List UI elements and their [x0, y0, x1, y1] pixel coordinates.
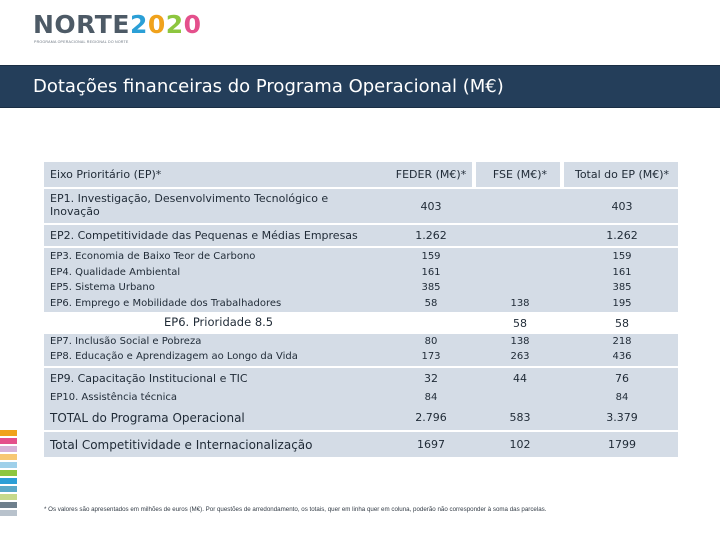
- page-title: Dotações financeiras do Programa Operaci…: [33, 76, 504, 97]
- table-row-ep10: EP10. Assistência técnica 84 84: [44, 389, 678, 406]
- cell-feder: 58: [424, 297, 438, 309]
- row-label: EP4. Qualidade Ambiental: [50, 266, 181, 278]
- footnote: * Os valores são apresentados em milhões…: [44, 506, 547, 513]
- cell-total: 159: [612, 251, 632, 262]
- strip-block: [0, 510, 17, 516]
- cell-feder: 161: [421, 266, 441, 278]
- cell-fse: 583: [509, 411, 531, 424]
- cell-feder: 173: [421, 351, 441, 362]
- table-row-ep2: EP2. Competitividade das Pequenas e Médi…: [44, 225, 678, 246]
- cell-total: 76: [615, 372, 629, 385]
- header-feder: FEDER (M€)*: [395, 168, 467, 181]
- table-row-ep6-priority: EP6. Prioridade 8.5 58 58: [44, 312, 678, 334]
- cell-fse: 138: [510, 297, 530, 309]
- row-label: EP7. Inclusão Social e Pobreza: [50, 336, 202, 347]
- cell-feder: 80: [424, 336, 438, 347]
- cell-total: 195: [612, 297, 632, 309]
- row-label: EP5. Sistema Urbano: [50, 282, 155, 293]
- cell-total: 403: [611, 200, 633, 213]
- cell-total: 84: [615, 392, 629, 403]
- cell-feder: 2.796: [415, 411, 447, 424]
- cell-total: 1.262: [606, 229, 638, 242]
- norte2020-logo: NORTE2020 PROGRAMA OPERACIONAL REGIONAL …: [33, 12, 233, 46]
- row-label: EP1. Investigação, Desenvolvimento Tecno…: [50, 192, 329, 218]
- cell-total: 1799: [608, 438, 636, 451]
- table-row-group-ep7-ep8: EP7. Inclusão Social e Pobreza EP8. Educ…: [44, 334, 678, 366]
- strip-block: [0, 462, 17, 468]
- cell-total: 385: [612, 282, 632, 293]
- cell-feder: 1.262: [415, 229, 447, 242]
- cell-total: 218: [612, 336, 632, 347]
- cell-fse: 138: [510, 336, 530, 347]
- cell-fse: 44: [513, 372, 527, 385]
- row-label: EP8. Educação e Aprendizagem ao Longo da…: [50, 351, 298, 362]
- cell-feder: 1697: [417, 438, 445, 451]
- strip-block: [0, 486, 17, 492]
- strip-block: [0, 438, 17, 444]
- cell-fse: 58: [513, 317, 527, 330]
- cell-total: 161: [612, 266, 632, 278]
- logo-wordmark: NORTE2020: [33, 10, 202, 39]
- row-label: EP6. Prioridade 8.5: [164, 315, 274, 329]
- cell-feder: 385: [421, 282, 441, 293]
- table-row-total-po: TOTAL do Programa Operacional 2.796 583 …: [44, 405, 678, 430]
- table-row-group-ep3-ep6: EP3. Economia de Baixo Teor de Carbono E…: [44, 248, 678, 312]
- table-row-ep1: EP1. Investigação, Desenvolvimento Tecno…: [44, 189, 678, 223]
- strip-block: [0, 470, 17, 476]
- row-label: EP2. Competitividade das Pequenas e Médi…: [50, 229, 358, 242]
- strip-block: [0, 446, 17, 452]
- table-row-ep9: EP9. Capacitação Institucional e TIC 32 …: [44, 368, 678, 389]
- header-fse: FSE (M€)*: [492, 168, 548, 181]
- row-label: Total Competitividade e Internacionaliza…: [50, 438, 313, 452]
- title-banner: Dotações financeiras do Programa Operaci…: [0, 65, 720, 108]
- table-row-total-ci: Total Competitividade e Internacionaliza…: [44, 432, 678, 457]
- row-label: TOTAL do Programa Operacional: [50, 411, 245, 425]
- cell-feder: 403: [420, 200, 442, 213]
- row-label: EP3. Economia de Baixo Teor de Carbono: [50, 251, 256, 262]
- row-label: EP10. Assistência técnica: [50, 392, 177, 403]
- cell-feder: 84: [424, 392, 438, 403]
- row-label: EP6. Emprego e Mobilidade dos Trabalhado…: [50, 297, 282, 309]
- strip-block: [0, 454, 17, 460]
- strip-block: [0, 502, 17, 508]
- cell-feder: 159: [421, 251, 441, 262]
- cell-fse: 102: [509, 438, 531, 451]
- header-axis: Eixo Prioritário (EP)*: [50, 168, 162, 181]
- cell-fse: 263: [510, 351, 530, 362]
- logo-subtitle: PROGRAMA OPERACIONAL REGIONAL DO NORTE: [34, 40, 129, 44]
- strip-block: [0, 478, 17, 484]
- header-total: Total do EP (M€)*: [574, 168, 670, 181]
- table-header-row: Eixo Prioritário (EP)* FEDER (M€)* FSE (…: [44, 162, 678, 187]
- cell-total: 58: [615, 317, 629, 330]
- cell-total: 436: [612, 351, 632, 362]
- strip-block: [0, 494, 17, 500]
- cell-feder: 32: [424, 372, 438, 385]
- row-label: EP9. Capacitação Institucional e TIC: [50, 372, 248, 385]
- strip-block: [0, 430, 17, 436]
- cell-total: 3.379: [606, 411, 638, 424]
